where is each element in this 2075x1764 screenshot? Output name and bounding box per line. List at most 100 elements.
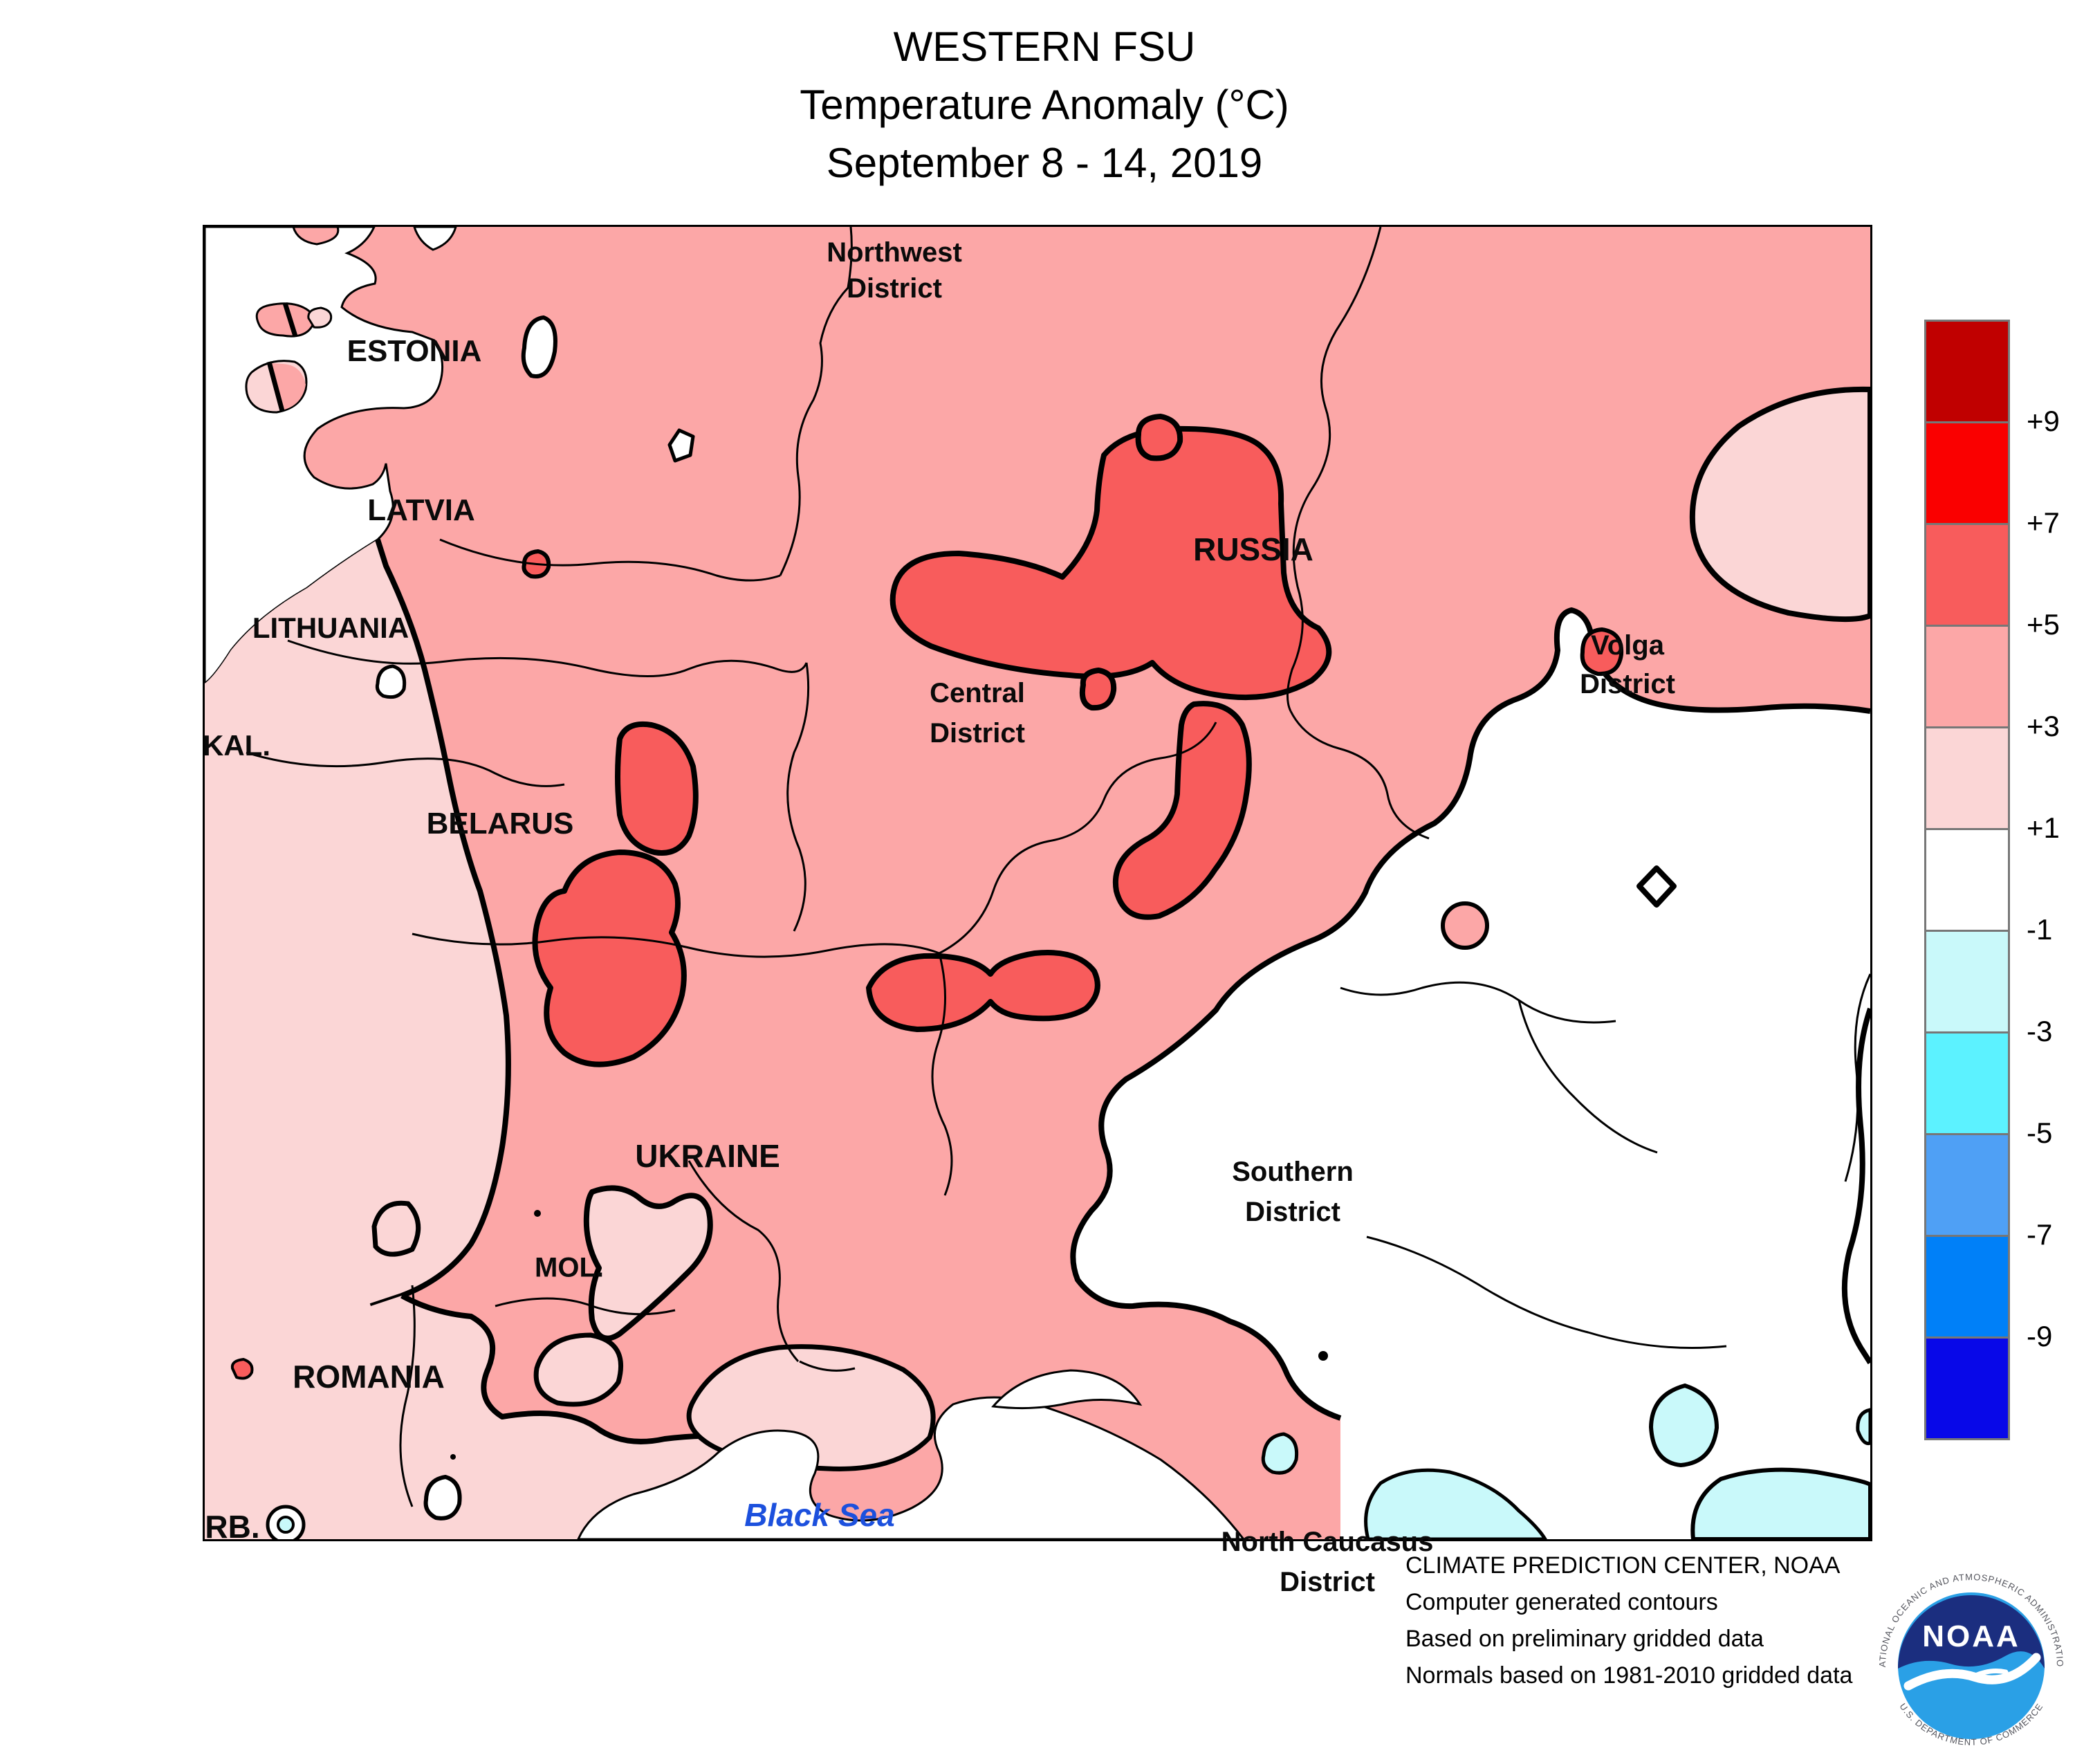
legend-color-box: [1924, 726, 2010, 830]
map-label-layer: ESTONIA LATVIA LITHUANIA KAL. BELARUS RU…: [203, 227, 1870, 1597]
contour-right-edge: [1841, 1007, 1870, 1365]
noaa-logo-gull-wing: [1970, 1669, 2009, 1680]
label-southern-district: Southern District: [1232, 1152, 1354, 1232]
label-estonia: ESTONIA: [347, 334, 482, 368]
region-minus1-3-edge: [1856, 1408, 1870, 1446]
label-lithuania: LITHUANIA: [252, 612, 409, 644]
label-russia: RUSSIA: [1193, 531, 1313, 567]
label-north-caucasus-line1: North Caucasus: [1221, 1527, 1434, 1557]
label-black-sea: Black Sea: [744, 1497, 895, 1533]
region-black-sea-water: [577, 1396, 1245, 1539]
island-finnish-coast: [292, 227, 340, 246]
legend-color-box: [1924, 1133, 2010, 1237]
contour-ring-inner: [277, 1516, 295, 1534]
credits-line2: Computer generated contours: [1405, 1589, 1718, 1615]
region-plus1-3-southwest: [205, 1296, 782, 1539]
legend-tick-label: -7: [2027, 1218, 2053, 1251]
region-minus1-3-blob-a: [1261, 1432, 1299, 1475]
region-neutral-blob-d: [423, 1475, 462, 1520]
label-moldova: MOL.: [535, 1252, 604, 1283]
region-sea-of-azov: [991, 1369, 1143, 1410]
region-neutral-blob-b: [667, 428, 695, 463]
legend-color-box: [1924, 1336, 2010, 1440]
region-gulf-of-finland: [413, 227, 457, 251]
label-southern-line2: District: [1245, 1197, 1340, 1227]
label-volga-line1: Volga: [1591, 630, 1664, 661]
region-plus5-7-small-north: [1135, 414, 1183, 461]
legend-tick-label: +9: [2027, 405, 2060, 437]
region-plus5-7-banana: [615, 722, 699, 856]
country-borders: [246, 227, 1870, 1507]
legend-color-box: [1924, 421, 2010, 525]
anomaly-map: ESTONIA LATVIA LITHUANIA KAL. BELARUS RU…: [203, 225, 1872, 1597]
region-plus5-7-central-small: [1079, 668, 1117, 711]
island-small: [307, 306, 333, 329]
legend-color-box: [1924, 930, 2010, 1033]
region-plus5-7-east-small: [1580, 627, 1624, 677]
region-plus5-7-romania-tiny: [230, 1358, 254, 1380]
title-block: WESTERN FSU Temperature Anomaly (°C) Sep…: [353, 18, 1736, 192]
point-marker-southern: [1318, 1351, 1328, 1361]
region-plus5-7-chain: [866, 950, 1100, 1032]
region-minus1-3-caucasus: [1364, 1468, 1547, 1539]
region-plus5-7-belarus: [532, 849, 687, 1067]
legend-color-box: [1924, 625, 2010, 728]
label-romania: ROMANIA: [293, 1359, 445, 1395]
label-belarus: BELARUS: [426, 807, 574, 840]
credits-block: CLIMATE PREDICTION CENTER, NOAA Computer…: [1405, 1547, 1852, 1694]
label-kaliningrad: KAL.: [203, 729, 270, 762]
region-plus1-3-heart: [583, 1185, 713, 1341]
legend-color-box: [1924, 828, 2010, 932]
region-plus1-3-blob-b: [371, 1200, 421, 1257]
region-neutral-blob-a: [521, 315, 557, 378]
credits-line3: Based on preliminary gridded data: [1405, 1626, 1764, 1652]
legend-tick-label: +5: [2027, 608, 2060, 641]
region-plus1-3-blob-a: [533, 1332, 623, 1407]
point-marker-moldova: [534, 1210, 541, 1217]
map-title: WESTERN FSU: [893, 24, 1196, 70]
contour-band-hiiumaa: [282, 302, 298, 338]
region-plus5-7-russia-main: [889, 425, 1332, 701]
noaa-logo-wordmark: NOAA: [1922, 1619, 2020, 1653]
noaa-logo-navy-top: [1898, 1595, 2045, 1669]
legend-tick-label: -9: [2027, 1320, 2053, 1352]
contour-plus3-left: [369, 538, 511, 1309]
label-ukraine: UKRAINE: [635, 1138, 780, 1174]
legend-color-box: [1924, 1031, 2010, 1135]
contour-band-saaremaa: [266, 361, 285, 412]
label-volga-district: Volga District: [1580, 626, 1675, 704]
legend-tick-label: -5: [2027, 1117, 2053, 1149]
legend-tick-label: +7: [2027, 506, 2060, 539]
region-plus5-7-jblob: [1112, 701, 1252, 920]
region-plus1-3-left-strip: [205, 540, 508, 1306]
noaa-logo-svg: NOAA NATIONAL OCEANIC AND ATMOSPHERIC AD…: [1867, 1556, 2072, 1764]
label-north-caucasus-line2: District: [1280, 1567, 1375, 1597]
label-southern-line1: Southern: [1232, 1157, 1354, 1187]
legend-color-box: [1924, 320, 2010, 423]
label-volga-line2: District: [1580, 669, 1675, 699]
label-central-line1: Central: [930, 678, 1025, 708]
credits-line1: CLIMATE PREDICTION CENTER, NOAA: [1405, 1552, 1841, 1579]
label-central-district: Central District: [930, 673, 1025, 753]
legend-tick-label: +3: [2027, 710, 2060, 742]
label-northwest-district: Northwest District: [827, 235, 962, 306]
label-central-line2: District: [930, 718, 1025, 748]
region-plus3-5-dot-in-white: [1441, 901, 1489, 950]
label-latvia: LATVIA: [367, 493, 475, 527]
point-marker-romania: [450, 1454, 456, 1460]
region-plus1-3-volga-lobe: [1689, 386, 1870, 623]
label-northwest-line1: Northwest: [827, 237, 962, 268]
region-neutral-blob-c: [375, 664, 407, 699]
legend-tick-label: -1: [2027, 913, 2053, 946]
region-minus1-3-blob-b: [1648, 1383, 1719, 1468]
region-neutral-southeast: [1073, 610, 1870, 1539]
noaa-logo: NOAA NATIONAL OCEANIC AND ATMOSPHERIC AD…: [1867, 1556, 2072, 1764]
map-subtitle: Temperature Anomaly (°C): [800, 82, 1289, 128]
map-canvas: [205, 227, 1870, 1539]
legend-tick-label: -3: [2027, 1015, 2053, 1047]
legend-color-column: [1924, 320, 2010, 1440]
legend-tick-labels: +9 +7 +5 +3 +1 -1 -3 -5 -7 -9: [2027, 320, 2075, 1440]
legend-color-box: [1924, 523, 2010, 627]
label-north-caucasus-district: North Caucasus District: [1221, 1522, 1434, 1602]
